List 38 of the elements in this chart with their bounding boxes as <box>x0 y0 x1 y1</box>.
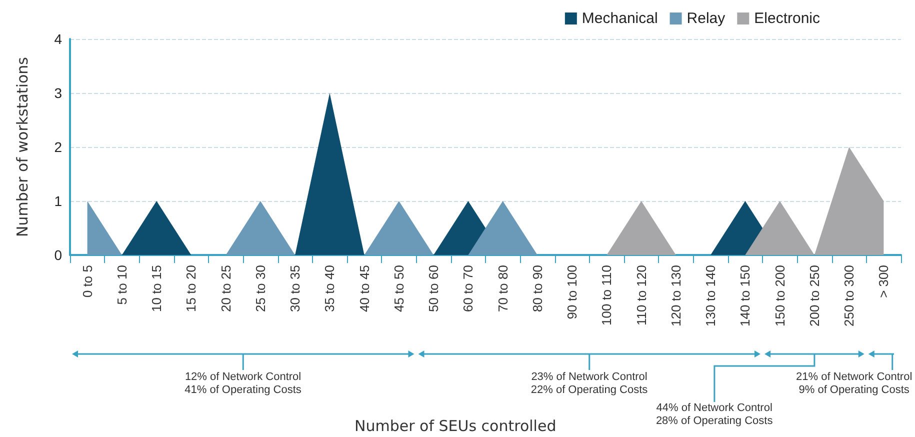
legend-label: Electronic <box>754 10 820 27</box>
x-tick-label: 250 to 300 <box>842 265 857 326</box>
y-tick-label: 2 <box>54 139 62 155</box>
x-tick-label: 25 to 30 <box>252 265 268 312</box>
x-tick-label: 80 to 90 <box>530 265 545 312</box>
text: 44% of Network Control 28% of Operating Costs <box>656 402 773 428</box>
x-tick-label: 30 to 35 <box>288 265 303 312</box>
y-tick-label: 0 <box>54 247 62 263</box>
text: Number of SEUs controlled <box>354 417 556 435</box>
text: 21% of Network Control 9% of Operating Costs <box>796 371 912 397</box>
x-tick-label: 35 to 40 <box>322 265 338 312</box>
x-tick-label: 70 to 80 <box>495 265 510 312</box>
x-tick-label: 60 to 70 <box>460 265 476 312</box>
legend-label: Mechanical <box>582 10 658 27</box>
y-tick-label: 4 <box>54 31 62 47</box>
text: 23% of Network Control 22% of Operating Costs <box>530 371 648 397</box>
x-tick-label: 200 to 250 <box>806 265 822 326</box>
legend-label: Relay <box>686 10 726 27</box>
x-tick-label: 20 to 25 <box>218 265 234 312</box>
x-tick-label: 0 to 5 <box>80 265 95 298</box>
x-tick-label: 140 to 150 <box>738 265 753 326</box>
x-tick-label: 10 to 15 <box>149 265 164 312</box>
x-tick-label: 150 to 200 <box>772 265 788 326</box>
x-tick-label: 40 to 45 <box>356 265 372 312</box>
x-tick-label: 90 to 100 <box>564 265 580 320</box>
x-tick-label: 100 to 110 <box>599 265 614 326</box>
x-tick-label: 120 to 130 <box>668 265 684 326</box>
y-tick-label: 3 <box>54 85 62 101</box>
x-tick-label: 110 to 120 <box>634 265 649 326</box>
y-axis-title: Number of workstations <box>14 56 32 237</box>
text: 12% of Network Control 41% of Operating Costs <box>184 371 302 397</box>
y-tick-label: 1 <box>54 193 62 209</box>
x-tick-label: 15 to 20 <box>184 265 199 312</box>
x-tick-label: > 300 <box>876 265 892 298</box>
x-tick-label: 50 to 60 <box>426 265 442 312</box>
x-tick-label: 130 to 140 <box>703 265 718 326</box>
x-tick-label: 45 to 50 <box>391 265 406 312</box>
x-tick-label: 5 to 10 <box>114 265 130 305</box>
